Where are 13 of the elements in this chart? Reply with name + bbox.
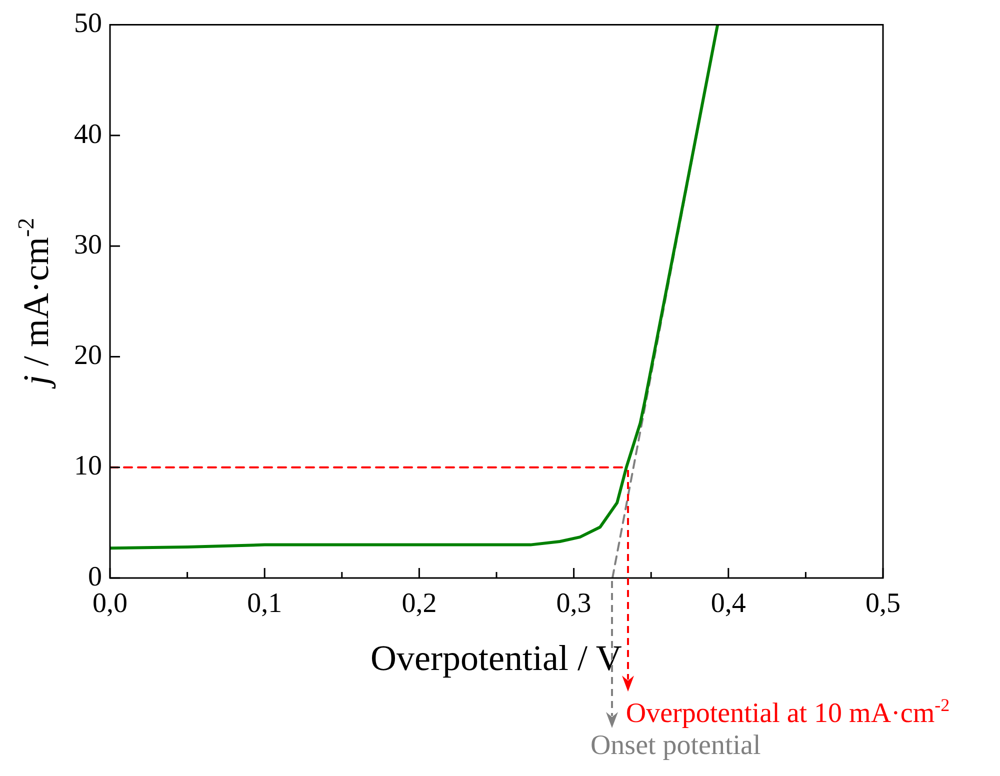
- y-tick-label: 10: [74, 450, 102, 482]
- y-tick-label: 30: [74, 229, 102, 260]
- annotation: Onset potential: [590, 730, 761, 761]
- y-tick-label: 20: [74, 340, 102, 372]
- x-tick-label: 0,3: [556, 588, 592, 620]
- x-tick-label: 0,2: [402, 588, 437, 620]
- x-axis-title: Overpotential / V: [370, 638, 622, 678]
- y-tick-label: 50: [74, 8, 102, 40]
- y-axis-title: j / mA·cm-2: [14, 218, 56, 389]
- y-tick-label: 40: [74, 118, 102, 150]
- x-tick-label: 0,4: [710, 588, 746, 620]
- x-tick-label: 0,1: [247, 588, 282, 620]
- x-tick-label: 0,5: [866, 588, 900, 620]
